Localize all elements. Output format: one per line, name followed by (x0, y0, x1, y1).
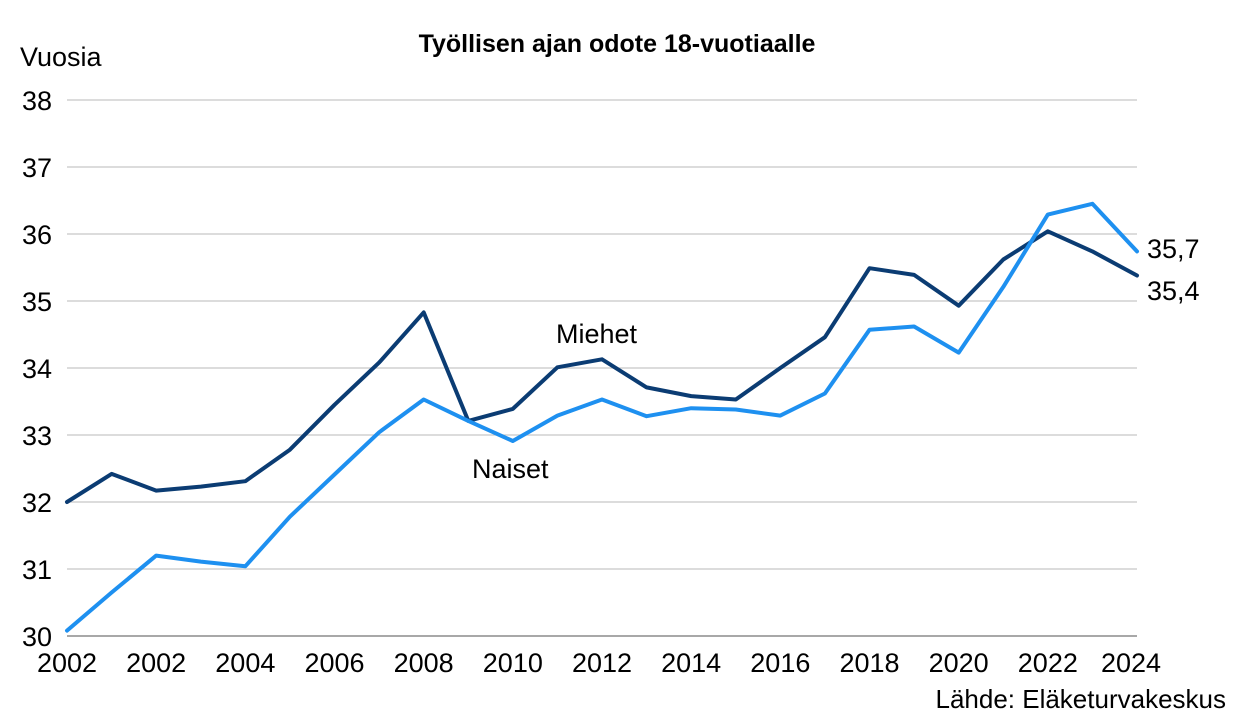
x-tick-label: 2012 (572, 648, 632, 678)
x-tick-label: 2010 (483, 648, 543, 678)
y-tick-label: 35 (22, 287, 52, 317)
x-tick-label: 2004 (215, 648, 275, 678)
source-note: Lähde: Eläketurvakeskus (935, 684, 1226, 714)
end-label-miehet: 35,4 (1147, 276, 1200, 306)
y-tick-label: 30 (22, 622, 52, 652)
gridlines (67, 99, 1137, 637)
x-tick-label: 2018 (839, 648, 899, 678)
x-tick-label: 2006 (304, 648, 364, 678)
x-tick-label: 2016 (750, 648, 810, 678)
y-tick-label: 37 (22, 153, 52, 183)
y-axis-label: Vuosia (20, 42, 103, 72)
x-tick-label: 2020 (929, 648, 989, 678)
series-line-miehet (65, 229, 1139, 504)
y-tick-label: 34 (22, 354, 52, 384)
chart-title: Työllisen ajan odote 18-vuotiaalle (419, 30, 816, 58)
y-tick-label: 31 (22, 555, 52, 585)
series-lines (65, 201, 1139, 633)
series-line-naiset (65, 201, 1139, 633)
y-tick-label: 33 (22, 421, 52, 451)
x-tick-labels: 2002 2002 2004 2006 2008 2010 2012 2014 2016 2018… (37, 648, 1161, 678)
y-tick-labels: 30 31 32 33 34 35 36 37 38 (22, 86, 52, 652)
y-tick-label: 38 (22, 86, 52, 116)
x-tick-label: 2022 (1018, 648, 1078, 678)
end-label-naiset: 35,7 (1147, 234, 1200, 264)
x-tick-label: 2002 (126, 648, 186, 678)
y-tick-label: 32 (22, 488, 52, 518)
series-label-miehet: Miehet (556, 319, 638, 349)
series-label-naiset: Naiset (472, 454, 549, 484)
x-tick-label: 2008 (394, 648, 454, 678)
x-tick-label: 2002 (37, 648, 97, 678)
y-tick-label: 36 (22, 220, 52, 250)
x-tick-label: 2024 (1101, 648, 1161, 678)
x-tick-label: 2014 (661, 648, 721, 678)
